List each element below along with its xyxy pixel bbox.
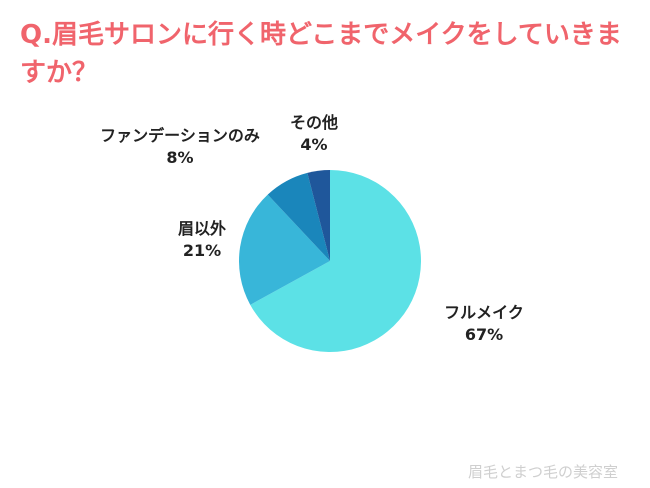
slice-value-foundation-only: 8%	[166, 148, 193, 167]
slice-value-full-makeup: 67%	[465, 325, 503, 344]
slice-label-foundation-only: ファンデーションのみ	[100, 126, 260, 145]
pie-slice-except-eyebrows	[239, 194, 330, 305]
pie-slice-foundation-only	[267, 172, 330, 261]
chart-title: Q.眉毛サロンに行く時どこまでメイクをしていきますか？	[20, 20, 622, 88]
pie-slice-other	[307, 170, 330, 261]
watermark-text: 眉毛とまつ毛の美容室	[468, 463, 619, 481]
slice-label-except-eyebrows: 眉以外	[178, 219, 226, 238]
slice-label-other: その他	[290, 113, 338, 132]
slice-value-other: 4%	[300, 135, 327, 154]
slice-label-full-makeup: フルメイク	[444, 303, 524, 322]
pie-slice-full-makeup	[250, 170, 422, 353]
slice-value-except-eyebrows: 21%	[183, 241, 221, 260]
